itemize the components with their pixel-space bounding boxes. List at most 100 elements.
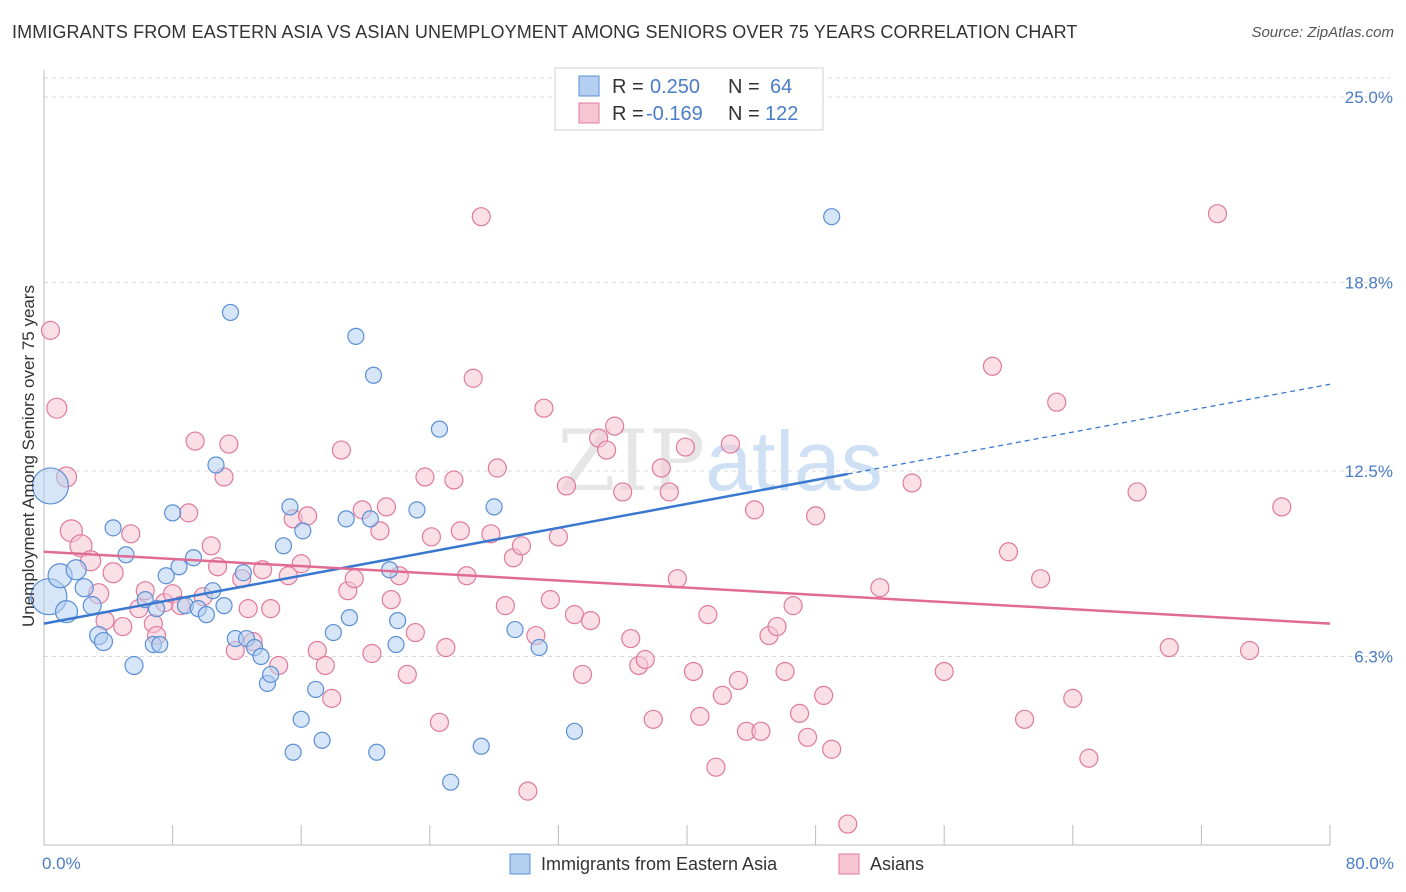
- asians-point-19: [185, 431, 205, 451]
- bottom-legend-swatch-pink: [838, 853, 860, 875]
- asians-point-27: [238, 599, 258, 619]
- immigrants-point-5: [74, 578, 94, 598]
- immigrants-point-37: [292, 710, 310, 728]
- immigrants-point-51: [408, 501, 426, 519]
- immigrants-point-31: [252, 647, 270, 666]
- immigrants-point-41: [324, 623, 342, 642]
- y-tick-label-3: 25.0%: [1345, 88, 1393, 107]
- asians-point-74: [597, 440, 617, 460]
- asians-point-83: [667, 569, 687, 589]
- immigrants-point-22: [197, 606, 215, 624]
- asians-point-118: [1240, 640, 1260, 661]
- asians-point-18: [179, 503, 199, 523]
- asians-point-21: [201, 536, 221, 556]
- asians-point-10: [121, 524, 141, 544]
- asians-point-68: [548, 527, 569, 547]
- asians-point-77: [621, 628, 641, 649]
- immigrants-point-53: [442, 773, 460, 791]
- asians-point-75: [605, 416, 625, 436]
- asians-point-105: [870, 578, 890, 598]
- asians-point-90: [720, 434, 741, 454]
- immigrants-point-28: [234, 564, 252, 582]
- immigrants-point-38: [294, 522, 312, 540]
- y-tick-label-2: 18.8%: [1345, 274, 1393, 293]
- immigrants-point-0: [31, 467, 70, 505]
- tick-labels: 6.3% 12.5% 18.8% 25.0% 0.0% 80.0%: [42, 88, 1394, 873]
- asians-point-115: [1127, 482, 1147, 502]
- asians-point-97: [775, 661, 795, 682]
- immigrants-point-35: [281, 498, 299, 516]
- asians-point-98: [783, 596, 803, 616]
- asians-point-53: [436, 637, 456, 658]
- immigrants-point-44: [347, 327, 365, 345]
- asians-point-58: [471, 207, 491, 227]
- asians-point-35: [298, 506, 318, 526]
- immigrants-point-43: [340, 609, 359, 627]
- asians-point-41: [344, 569, 364, 589]
- legend-r-label-2: R =: [612, 103, 644, 125]
- immigrants-point-8: [93, 631, 114, 652]
- asians-point-114: [1079, 748, 1099, 768]
- asians-point-109: [998, 542, 1019, 562]
- immigrants-point-58: [565, 722, 584, 740]
- legend-n-value-2: 122: [765, 103, 798, 125]
- asians-points: [40, 204, 1292, 834]
- asians-point-84: [675, 437, 695, 457]
- asians-point-79: [635, 649, 655, 670]
- immigrants-point-54: [472, 737, 490, 755]
- immigrants-point-46: [364, 366, 383, 384]
- asians-point-119: [1272, 497, 1292, 517]
- immigrants-point-42: [337, 510, 355, 528]
- asians-point-70: [564, 605, 585, 625]
- x-tick-label-0: 0.0%: [42, 854, 81, 873]
- legend-n-label-1: N =: [728, 76, 760, 98]
- immigrants-point-56: [506, 620, 524, 639]
- legend-r-label-1: R =: [612, 76, 644, 98]
- immigrants-point-6: [82, 596, 102, 616]
- asians-point-45: [376, 497, 396, 517]
- immigrants-point-47: [368, 743, 386, 761]
- immigrants-point-39: [307, 680, 325, 699]
- asians-point-112: [1047, 392, 1067, 412]
- bottom-legend-swatch-blue: [509, 853, 531, 875]
- asians-point-44: [370, 521, 390, 541]
- immigrants-point-26: [221, 303, 240, 322]
- asians-point-86: [690, 706, 710, 726]
- y-tick-label-1: 12.5%: [1345, 462, 1393, 481]
- immigrants-point-50: [389, 611, 407, 630]
- asians-point-94: [751, 721, 771, 741]
- asians-point-63: [511, 536, 532, 556]
- legend-n-value-1: 64: [770, 76, 792, 98]
- asians-point-49: [405, 622, 425, 643]
- asians-point-0: [40, 320, 61, 340]
- asians-point-54: [444, 470, 464, 490]
- asians-point-66: [534, 398, 554, 418]
- asians-point-1: [46, 397, 68, 419]
- asians-point-110: [1014, 709, 1035, 729]
- asians-point-37: [315, 655, 335, 676]
- series-legend: Immigrants from Eastern Asia Asians: [509, 853, 924, 875]
- asians-point-57: [463, 368, 483, 388]
- asians-point-100: [797, 727, 818, 747]
- asians-point-64: [518, 781, 538, 801]
- immigrants-point-11: [124, 655, 144, 676]
- asians-point-96: [767, 616, 787, 637]
- immigrants-trend-line: [43, 472, 848, 625]
- immigrants-point-25: [215, 597, 233, 615]
- asians-point-38: [322, 688, 342, 708]
- immigrants-point-34: [274, 537, 293, 555]
- immigrants-point-59: [823, 208, 841, 226]
- legend-swatch-blue: [578, 75, 600, 97]
- asians-point-101: [805, 506, 826, 526]
- immigrants-point-49: [387, 635, 405, 654]
- asians-point-91: [728, 670, 749, 691]
- immigrants-point-24: [207, 456, 225, 474]
- x-tick-label-1: 80.0%: [1346, 854, 1394, 873]
- asians-point-34: [291, 554, 311, 574]
- asians-point-81: [651, 458, 671, 478]
- asians-point-80: [643, 709, 663, 729]
- immigrants-point-40: [313, 731, 331, 749]
- asians-point-104: [838, 814, 858, 834]
- legend-n-label-2: N =: [728, 103, 760, 125]
